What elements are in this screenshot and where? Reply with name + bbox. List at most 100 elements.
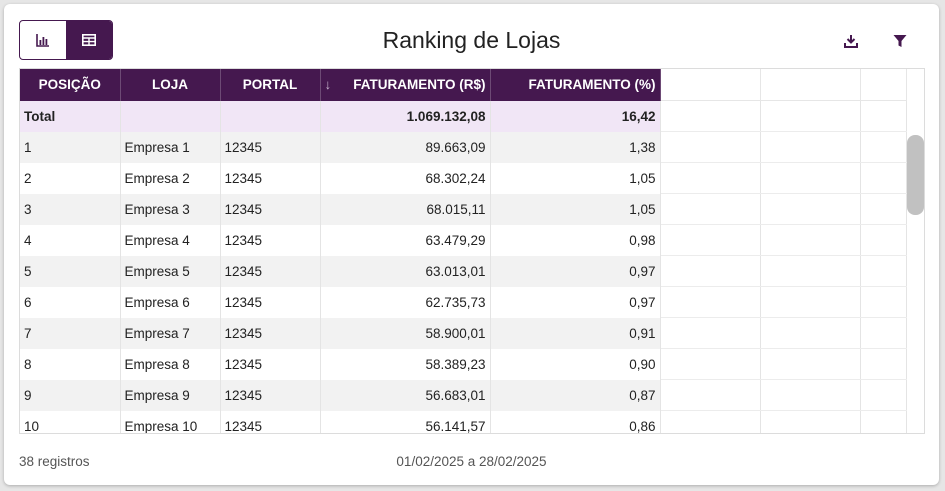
blank-cell xyxy=(760,379,861,411)
total-row: Total 1.069.132,08 16,42 xyxy=(20,100,907,132)
filter-icon xyxy=(893,35,907,47)
position-cell: 7 xyxy=(20,317,121,349)
blank-cell xyxy=(760,193,861,225)
column-header-revenue[interactable]: ↓ FATURAMENTO (R$) xyxy=(320,69,491,101)
blank-cell xyxy=(660,255,761,287)
vertical-scrollbar-thumb[interactable] xyxy=(907,135,924,215)
table-icon xyxy=(82,34,96,46)
table-view-button[interactable] xyxy=(66,21,112,59)
blank-cell xyxy=(760,255,861,287)
revenue-cell: 58.389,23 xyxy=(320,348,491,380)
percent-cell: 0,91 xyxy=(490,317,661,349)
download-icon xyxy=(844,35,858,48)
sort-desc-icon: ↓ xyxy=(324,77,332,93)
column-header-portal[interactable]: PORTAL xyxy=(220,69,321,101)
table-header-row: POSIÇÃO LOJA PORTAL ↓ FATURAMENTO (R$) F… xyxy=(20,69,907,101)
blank-cell xyxy=(660,100,761,132)
blank-cell xyxy=(860,100,907,132)
column-header-store[interactable]: LOJA xyxy=(120,69,221,101)
portal-cell: 12345 xyxy=(220,193,321,225)
blank-cell xyxy=(760,224,861,256)
revenue-cell: 63.479,29 xyxy=(320,224,491,256)
position-cell: 9 xyxy=(20,379,121,411)
portal-cell: 12345 xyxy=(220,379,321,411)
bar-chart-icon xyxy=(36,33,49,47)
portal-cell: 12345 xyxy=(220,162,321,194)
blank-cell xyxy=(860,379,907,411)
portal-cell: 12345 xyxy=(220,131,321,163)
position-cell: 2 xyxy=(20,162,121,194)
revenue-cell: 62.735,73 xyxy=(320,286,491,318)
store-cell: Empresa 2 xyxy=(120,162,221,194)
table-row[interactable]: 1 Empresa 1 12345 89.663,09 1,38 xyxy=(20,131,907,163)
blank-cell xyxy=(760,317,861,349)
blank-cell xyxy=(860,224,907,256)
blank-cell xyxy=(660,379,761,411)
column-header-revenue-percent[interactable]: FATURAMENTO (%) xyxy=(490,69,661,101)
date-range: 01/02/2025 a 28/02/2025 xyxy=(396,454,547,469)
percent-cell: 1,38 xyxy=(490,131,661,163)
table-row[interactable]: 9 Empresa 9 12345 56.683,01 0,87 xyxy=(20,379,907,411)
empty-header-cell xyxy=(660,69,761,101)
revenue-cell: 56.683,01 xyxy=(320,379,491,411)
total-portal-cell xyxy=(220,100,321,132)
portal-cell: 12345 xyxy=(220,410,321,433)
total-revenue: 1.069.132,08 xyxy=(320,100,491,132)
column-header-position[interactable]: POSIÇÃO xyxy=(20,69,121,101)
blank-cell xyxy=(660,224,761,256)
portal-cell: 12345 xyxy=(220,286,321,318)
store-cell: Empresa 5 xyxy=(120,255,221,287)
position-cell: 3 xyxy=(20,193,121,225)
revenue-cell: 56.141,57 xyxy=(320,410,491,433)
total-percent: 16,42 xyxy=(490,100,661,132)
blank-cell xyxy=(660,193,761,225)
percent-cell: 1,05 xyxy=(490,193,661,225)
blank-cell xyxy=(760,286,861,318)
total-label: Total xyxy=(20,100,121,132)
blank-cell xyxy=(860,410,907,433)
blank-cell xyxy=(660,131,761,163)
position-cell: 4 xyxy=(20,224,121,256)
table-row[interactable]: 3 Empresa 3 12345 68.015,11 1,05 xyxy=(20,193,907,225)
table-row[interactable]: 8 Empresa 8 12345 58.389,23 0,90 xyxy=(20,348,907,380)
blank-cell xyxy=(860,131,907,163)
blank-cell xyxy=(860,255,907,287)
blank-cell xyxy=(660,317,761,349)
store-cell: Empresa 7 xyxy=(120,317,221,349)
blank-cell xyxy=(760,410,861,433)
table-row[interactable]: 6 Empresa 6 12345 62.735,73 0,97 xyxy=(20,286,907,318)
portal-cell: 12345 xyxy=(220,348,321,380)
view-toggle xyxy=(19,20,113,60)
chart-view-button[interactable] xyxy=(20,21,66,59)
download-button[interactable] xyxy=(840,30,862,52)
blank-cell xyxy=(660,410,761,433)
table-row[interactable]: 5 Empresa 5 12345 63.013,01 0,97 xyxy=(20,255,907,287)
blank-cell xyxy=(760,162,861,194)
position-cell: 5 xyxy=(20,255,121,287)
position-cell: 8 xyxy=(20,348,121,380)
empty-header-cell xyxy=(860,69,907,101)
store-cell: Empresa 9 xyxy=(120,379,221,411)
table-row[interactable]: 2 Empresa 2 12345 68.302,24 1,05 xyxy=(20,162,907,194)
filter-button[interactable] xyxy=(889,30,911,52)
position-cell: 6 xyxy=(20,286,121,318)
table-row[interactable]: 4 Empresa 4 12345 63.479,29 0,98 xyxy=(20,224,907,256)
portal-cell: 12345 xyxy=(220,255,321,287)
column-header-revenue-label: FATURAMENTO (R$) xyxy=(353,77,486,93)
revenue-cell: 68.015,11 xyxy=(320,193,491,225)
percent-cell: 0,97 xyxy=(490,286,661,318)
percent-cell: 0,97 xyxy=(490,255,661,287)
ranking-card: Ranking de Lojas POSIÇÃO LOJA PORTAL xyxy=(4,4,939,485)
revenue-cell: 58.900,01 xyxy=(320,317,491,349)
ranking-table: POSIÇÃO LOJA PORTAL ↓ FATURAMENTO (R$) F… xyxy=(19,68,925,434)
empty-header-cell xyxy=(760,69,861,101)
blank-cell xyxy=(860,317,907,349)
store-cell: Empresa 1 xyxy=(120,131,221,163)
revenue-cell: 89.663,09 xyxy=(320,131,491,163)
table-row[interactable]: 7 Empresa 7 12345 58.900,01 0,91 xyxy=(20,317,907,349)
page-title: Ranking de Lojas xyxy=(382,27,561,53)
position-cell: 1 xyxy=(20,131,121,163)
percent-cell: 0,86 xyxy=(490,410,661,433)
table-row[interactable]: 10 Empresa 10 12345 56.141,57 0,86 xyxy=(20,410,907,433)
store-cell: Empresa 8 xyxy=(120,348,221,380)
